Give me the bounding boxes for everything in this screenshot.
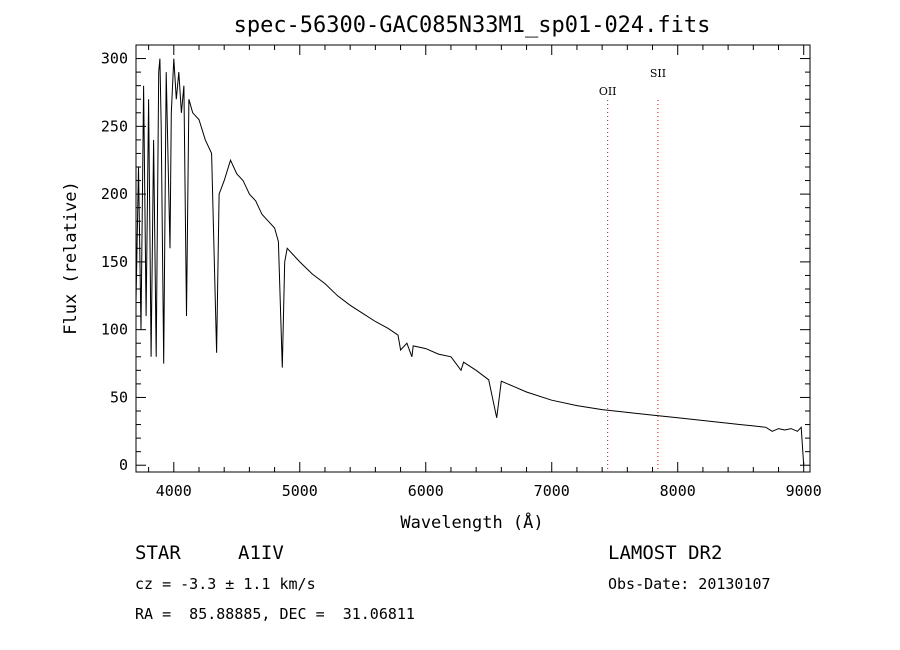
x-tick-label: 5000	[282, 482, 318, 500]
y-tick-label: 100	[101, 321, 128, 339]
x-tick-label: 4000	[156, 482, 192, 500]
y-tick-label: 300	[101, 50, 128, 68]
y-tick-label: 50	[110, 388, 128, 406]
y-tick-label: 0	[119, 456, 128, 474]
y-tick-label: 150	[101, 253, 128, 271]
line-annotations: OII SII	[599, 67, 666, 472]
object-subclass: A1IV	[238, 542, 284, 564]
x-tick-label: 6000	[408, 482, 444, 500]
x-axis-label: Wavelength (Å)	[400, 511, 543, 533]
y-tick-label: 250	[101, 117, 128, 135]
chart-title: spec-56300-GAC085N33M1_sp01-024.fits	[234, 13, 711, 38]
object-class: STAR	[135, 542, 181, 564]
observation-date: Obs-Date: 20130107	[608, 575, 771, 593]
plot-frame	[135, 44, 811, 473]
y-axis-label: Flux (relative)	[61, 181, 81, 335]
coordinates: RA = 85.88885, DEC = 31.06811	[135, 605, 415, 623]
redshift-cz: cz = -3.3 ± 1.1 km/s	[135, 575, 316, 593]
x-tick-label: 9000	[786, 482, 822, 500]
axis-ticks: 4000 5000 6000 7000 8000 9000 0 50 100 150 200 250 3…	[101, 44, 822, 500]
emission-line-label: SII	[650, 67, 666, 80]
x-tick-label: 8000	[660, 482, 696, 500]
y-tick-label: 200	[101, 185, 128, 203]
emission-line-label: OII	[599, 85, 617, 98]
spectrum-line	[135, 58, 805, 466]
survey-name: LAMOST DR2	[608, 542, 723, 564]
x-tick-label: 7000	[534, 482, 570, 500]
